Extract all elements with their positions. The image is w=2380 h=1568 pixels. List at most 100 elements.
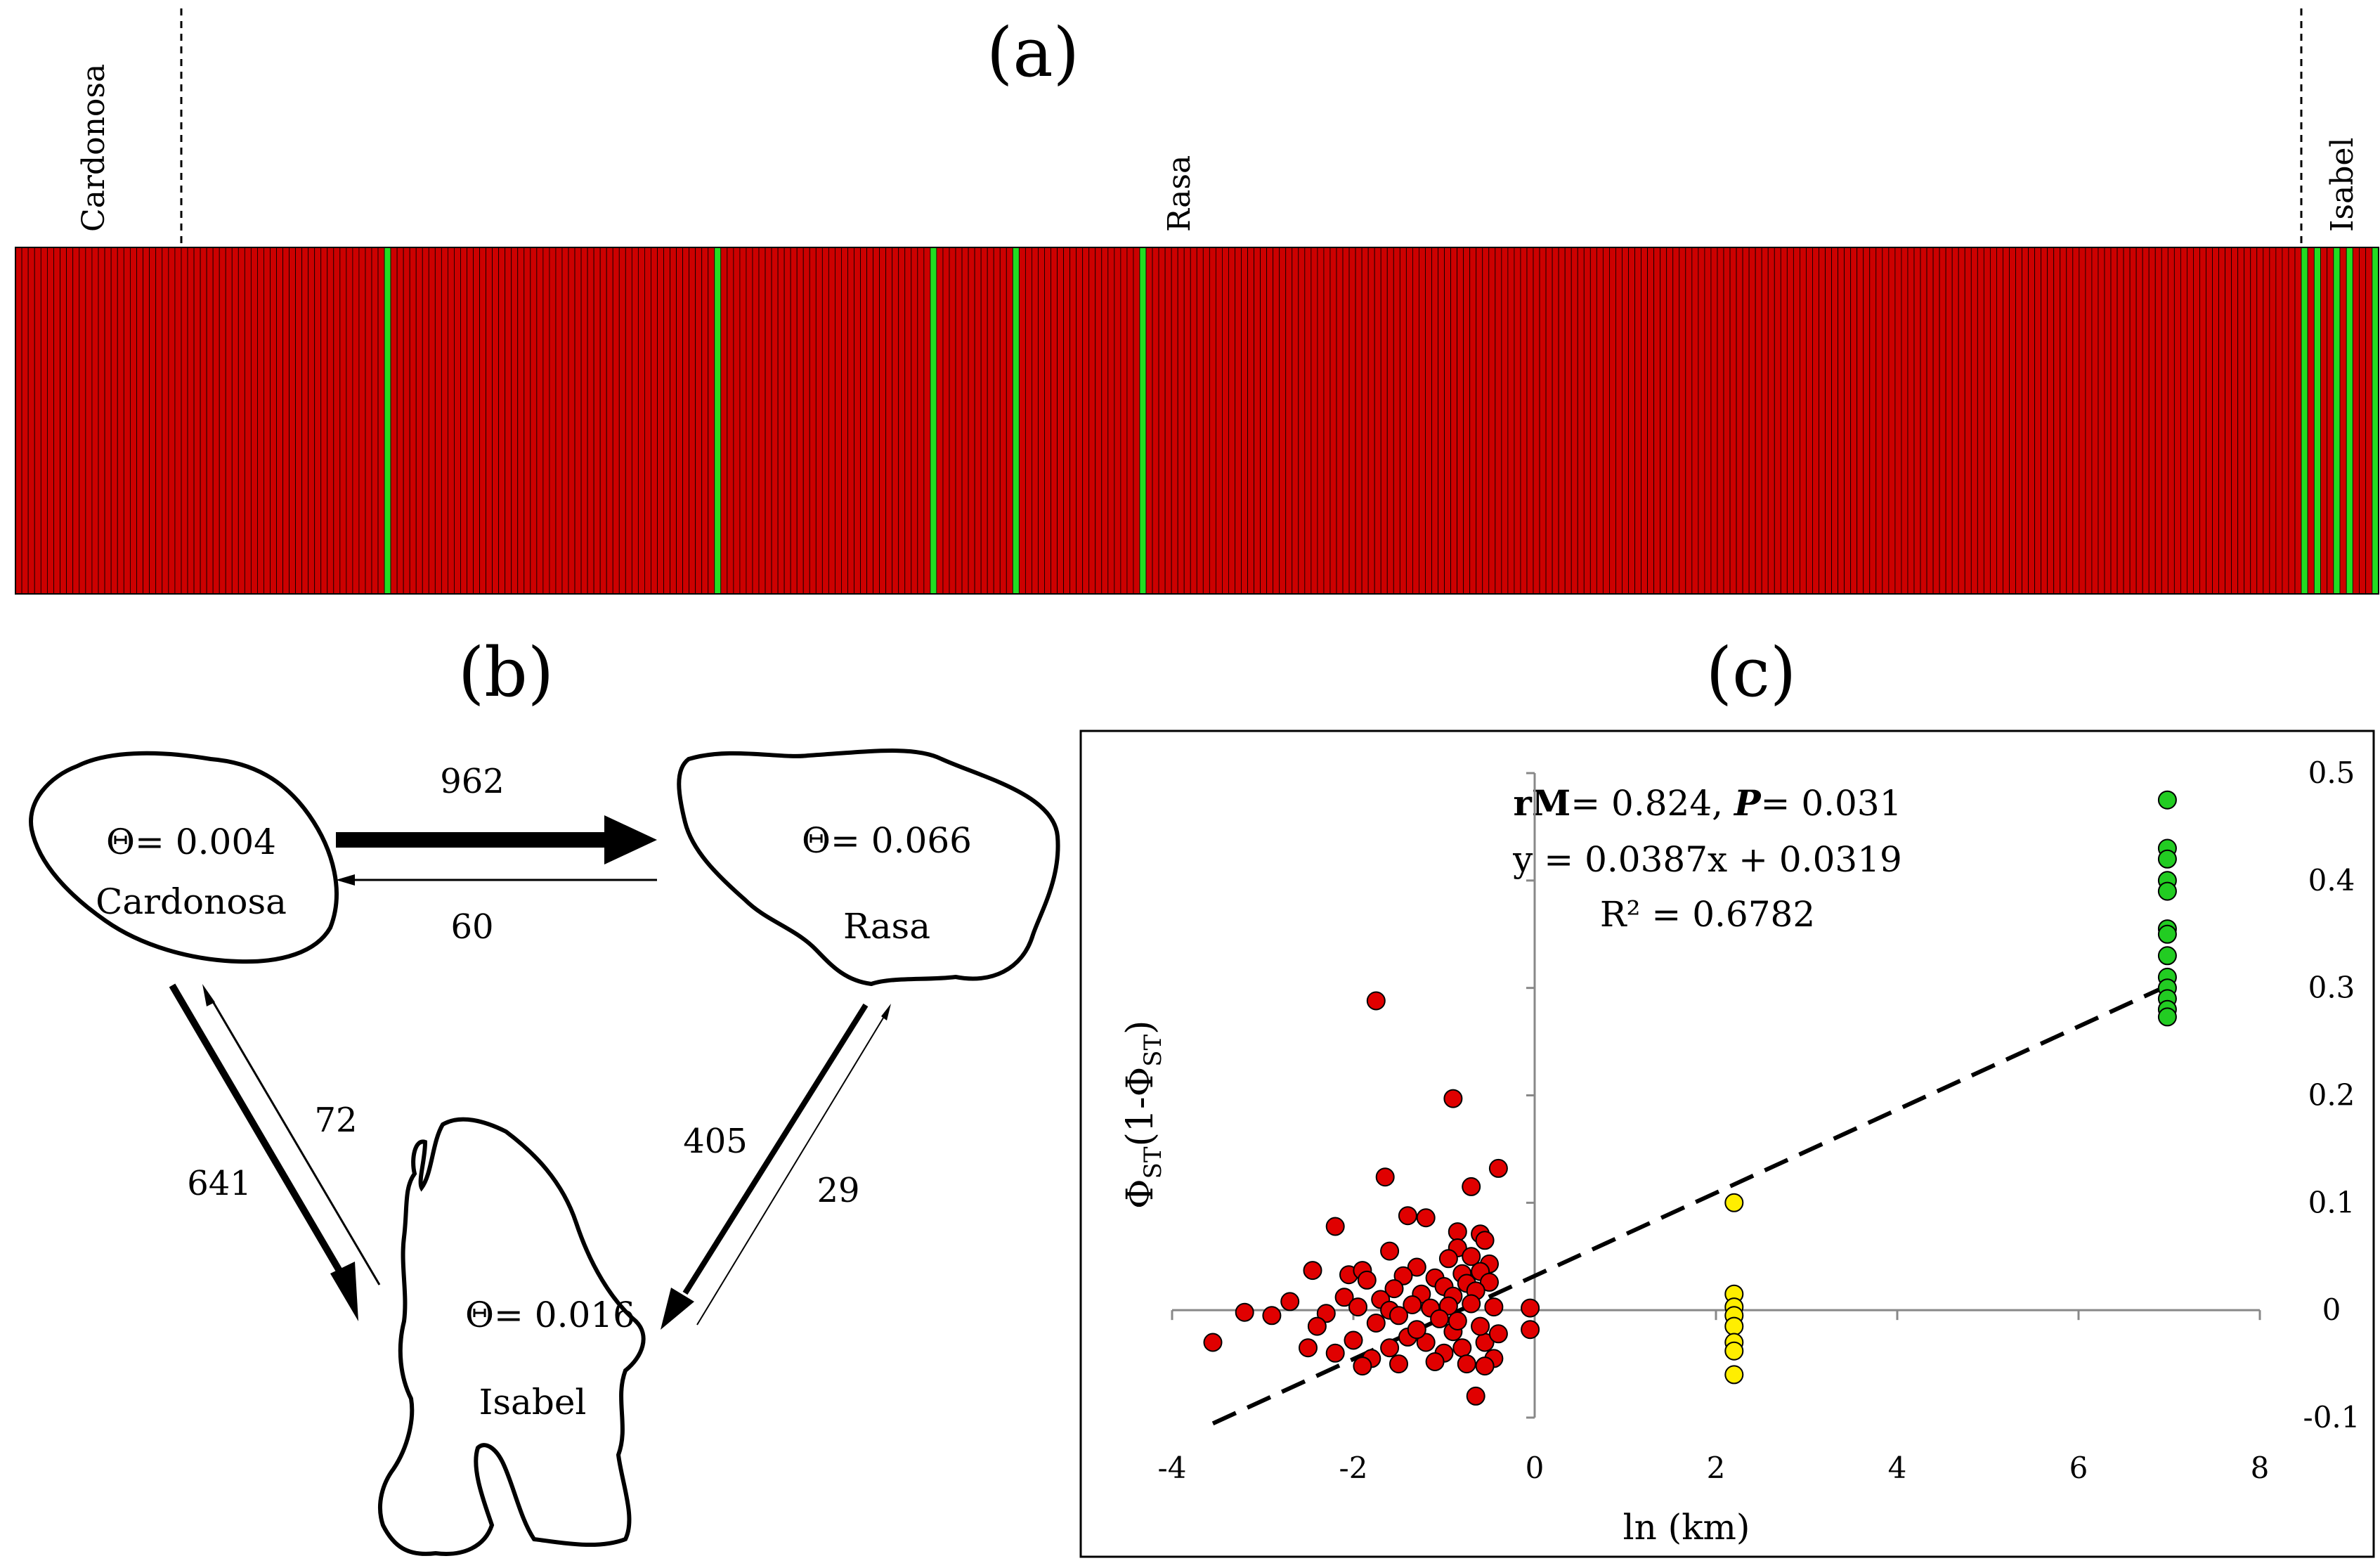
isolation-by-distance-panel: (c) rM= 0.824, P= 0.031 y = 0.0387x + 0.… <box>1079 633 2375 1558</box>
population-label-cardonosa: Cardonosa <box>76 64 112 232</box>
individual-bar-rasa <box>1989 247 1997 595</box>
individual-bar-rasa <box>479 247 486 595</box>
migration-rasa-to-cardonosa: 60 <box>450 907 493 947</box>
scatter-point-series-2 <box>2157 1007 2177 1027</box>
individual-bar-rasa <box>1336 247 1344 595</box>
individual-bar-rasa <box>1367 247 1375 595</box>
scatter-point-series-0 <box>1398 1206 1417 1226</box>
individual-bar-cardonosa <box>143 247 150 595</box>
individual-bar-rasa <box>561 247 569 595</box>
individual-bar-isabel <box>2372 247 2379 595</box>
individual-bar-rasa <box>1076 247 1084 595</box>
individual-bar-cardonosa <box>155 247 163 595</box>
scatter-point-series-0 <box>1389 1354 1408 1374</box>
individual-bar-rasa <box>289 247 296 595</box>
individual-bar-rasa <box>1495 247 1502 595</box>
individual-bar-rasa <box>498 247 506 595</box>
individual-bar-rasa <box>517 247 525 595</box>
scatter-point-series-0 <box>1384 1279 1404 1299</box>
x-tick-label: -4 <box>1158 1451 1187 1485</box>
scatter-point-series-0 <box>1521 1320 1540 1340</box>
individual-bar-rasa <box>2250 247 2258 595</box>
individual-bar-cardonosa <box>85 247 93 595</box>
individual-bar-cardonosa <box>123 247 131 595</box>
individual-bar-rasa <box>1057 247 1064 595</box>
scatter-point-series-0 <box>1344 1330 1363 1350</box>
individual-bar-rasa <box>1482 247 1490 595</box>
p-value: = 0.031 <box>1761 783 1902 824</box>
individual-bar-rasa <box>1399 247 1407 595</box>
individual-bar-rasa <box>1786 247 1794 595</box>
scatter-point-series-0 <box>1366 991 1386 1011</box>
individual-bar-rasa <box>866 247 873 595</box>
scatter-point-series-0 <box>1403 1295 1422 1314</box>
individual-bar-rasa <box>1254 247 1261 595</box>
individual-bar-rasa <box>783 247 791 595</box>
individual-bar-rasa <box>2199 247 2206 595</box>
panel-c-label: (c) <box>1706 633 1797 712</box>
individual-bar-rasa <box>1209 247 1216 595</box>
individual-bar-rasa <box>727 247 734 595</box>
individual-bar-rasa <box>1374 247 1381 595</box>
individual-bar-rasa <box>1139 247 1147 595</box>
individual-bar-rasa <box>2104 247 2112 595</box>
individual-bar-rasa <box>758 247 766 595</box>
individual-bar-rasa <box>530 247 538 595</box>
individual-bar-rasa <box>587 247 594 595</box>
individual-bar-rasa <box>1869 247 1877 595</box>
individual-bar-isabel <box>2359 247 2367 595</box>
individual-bar-cardonosa <box>79 247 86 595</box>
individual-bar-rasa <box>1831 247 1838 595</box>
individual-bar-rasa <box>980 247 988 595</box>
individual-bar-rasa <box>720 247 728 595</box>
individual-bar-rasa <box>1463 247 1471 595</box>
individual-bar-rasa <box>542 247 550 595</box>
scatter-point-series-0 <box>1488 1158 1508 1178</box>
chart-plot-area <box>1203 790 2177 1426</box>
regression-equation: y = 0.0387x + 0.0319 <box>1512 839 1902 880</box>
scatter-point-series-0 <box>1438 1249 1458 1269</box>
individual-bar-cardonosa <box>66 247 74 595</box>
individual-bar-rasa <box>2047 247 2055 595</box>
individual-bar-rasa <box>428 247 436 595</box>
scatter-point-series-0 <box>1438 1296 1458 1316</box>
individual-bar-rasa <box>936 247 944 595</box>
individual-bar-rasa <box>1958 247 1965 595</box>
individual-bar-rasa <box>1450 247 1458 595</box>
individual-bar-rasa <box>1107 247 1115 595</box>
individual-bar-rasa <box>2275 247 2283 595</box>
individual-bar-rasa <box>923 247 931 595</box>
individual-bar-rasa <box>1583 247 1591 595</box>
individual-bar-rasa <box>1526 247 1534 595</box>
barplot-frame <box>15 247 2379 595</box>
isabel-name: Isabel <box>479 1382 587 1423</box>
y-tick-label: 0.1 <box>2308 1185 2355 1219</box>
rm-label: rM <box>1514 782 1571 824</box>
individual-bar-rasa <box>1196 247 1204 595</box>
y-label-end: ) <box>1119 1021 1162 1035</box>
rm-value: = 0.824, <box>1571 783 1734 824</box>
individual-bar-cardonosa <box>53 247 60 595</box>
individual-bar-rasa <box>1539 247 1547 595</box>
individual-bar-rasa <box>256 247 264 595</box>
individual-bar-rasa <box>2263 247 2270 595</box>
individual-bar-cardonosa <box>129 247 137 595</box>
individual-bar-rasa <box>1419 247 1426 595</box>
individual-bar-rasa <box>2237 247 2245 595</box>
individual-bar-rasa <box>999 247 1007 595</box>
individual-bar-rasa <box>1355 247 1363 595</box>
scatter-point-series-0 <box>1203 1333 1223 1352</box>
scatter-point-series-0 <box>1325 1217 1345 1236</box>
scatter-point-series-0 <box>1389 1306 1408 1326</box>
scatter-point-series-0 <box>1280 1292 1300 1311</box>
individual-bar-rasa <box>1666 247 1674 595</box>
individual-bar-rasa <box>765 247 772 595</box>
scatter-point-series-0 <box>1348 1297 1367 1317</box>
individual-bar-cardonosa <box>15 247 22 595</box>
individual-bar-rasa <box>682 247 690 595</box>
individual-bar-rasa <box>1438 247 1445 595</box>
individual-bar-rasa <box>1863 247 1871 595</box>
individual-bar-rasa <box>181 247 188 595</box>
individual-bar-rasa <box>1970 247 1978 595</box>
individual-bar-rasa <box>1596 247 1604 595</box>
